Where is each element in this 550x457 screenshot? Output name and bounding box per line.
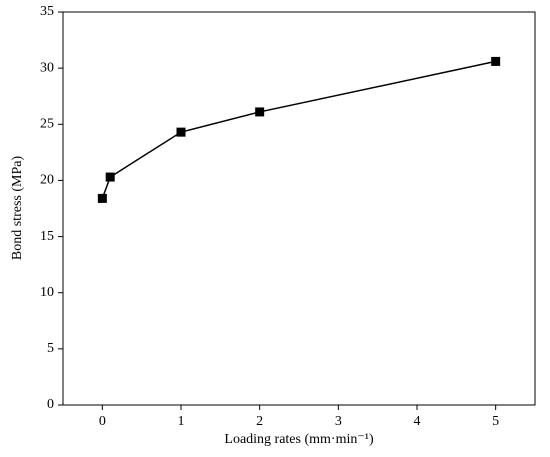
y-tick-label: 5 [47, 341, 54, 356]
x-tick-label: 1 [178, 414, 185, 429]
y-tick-label: 25 [40, 117, 54, 132]
y-tick-label: 30 [40, 60, 54, 75]
y-tick-label: 15 [40, 229, 54, 244]
y-tick-label: 0 [47, 397, 54, 412]
y-tick-label: 10 [40, 285, 54, 300]
x-axis-label: Loading rates (mm·min⁻¹) [224, 432, 374, 447]
data-point [255, 107, 265, 117]
y-tick-label: 35 [40, 4, 54, 19]
data-point [105, 172, 115, 182]
y-axis-label: Bond stress (MPa) [10, 156, 25, 261]
data-point [97, 193, 107, 203]
data-point [176, 127, 186, 137]
x-tick-label: 0 [99, 414, 106, 429]
x-tick-label: 5 [492, 414, 499, 429]
data-point [491, 56, 501, 66]
plot-frame [62, 11, 536, 406]
data-line [101, 60, 496, 199]
y-tick-label: 20 [40, 173, 54, 188]
x-tick-label: 2 [256, 414, 263, 429]
x-tick-label: 4 [414, 414, 421, 429]
x-tick-label: 3 [335, 414, 342, 429]
